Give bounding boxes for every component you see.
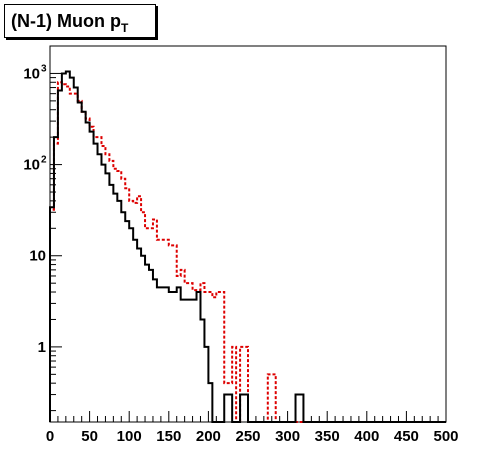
histogram-red-dotted xyxy=(49,81,446,423)
y-tick-label: 10 xyxy=(23,65,40,82)
x-tick-label: 200 xyxy=(196,428,221,445)
chart-title-main: (N-1) Muon p xyxy=(11,11,121,31)
x-tick-label: 450 xyxy=(394,428,419,445)
x-tick-label: 300 xyxy=(275,428,300,445)
x-tick-label: 350 xyxy=(315,428,340,445)
x-tick-label: 0 xyxy=(46,428,54,445)
x-tick-label: 400 xyxy=(354,428,379,445)
x-tick-label: 50 xyxy=(81,428,98,445)
y-tick-exponent: 3 xyxy=(41,63,47,74)
y-tick-exponent: 2 xyxy=(41,155,47,166)
chart-title-subscript: T xyxy=(120,21,129,35)
x-tick-label: 100 xyxy=(117,428,142,445)
x-tick-label: 500 xyxy=(433,428,458,445)
y-tick-label: 1 xyxy=(38,339,46,356)
x-tick-label: 150 xyxy=(156,428,181,445)
y-tick-label: 10 xyxy=(29,248,46,265)
y-tick-label: 10 xyxy=(23,157,40,174)
chart-title: (N-1) Muon pT xyxy=(4,4,156,38)
series-layer xyxy=(49,70,446,423)
histogram-black-solid xyxy=(49,70,446,423)
x-tick-label: 250 xyxy=(235,428,260,445)
